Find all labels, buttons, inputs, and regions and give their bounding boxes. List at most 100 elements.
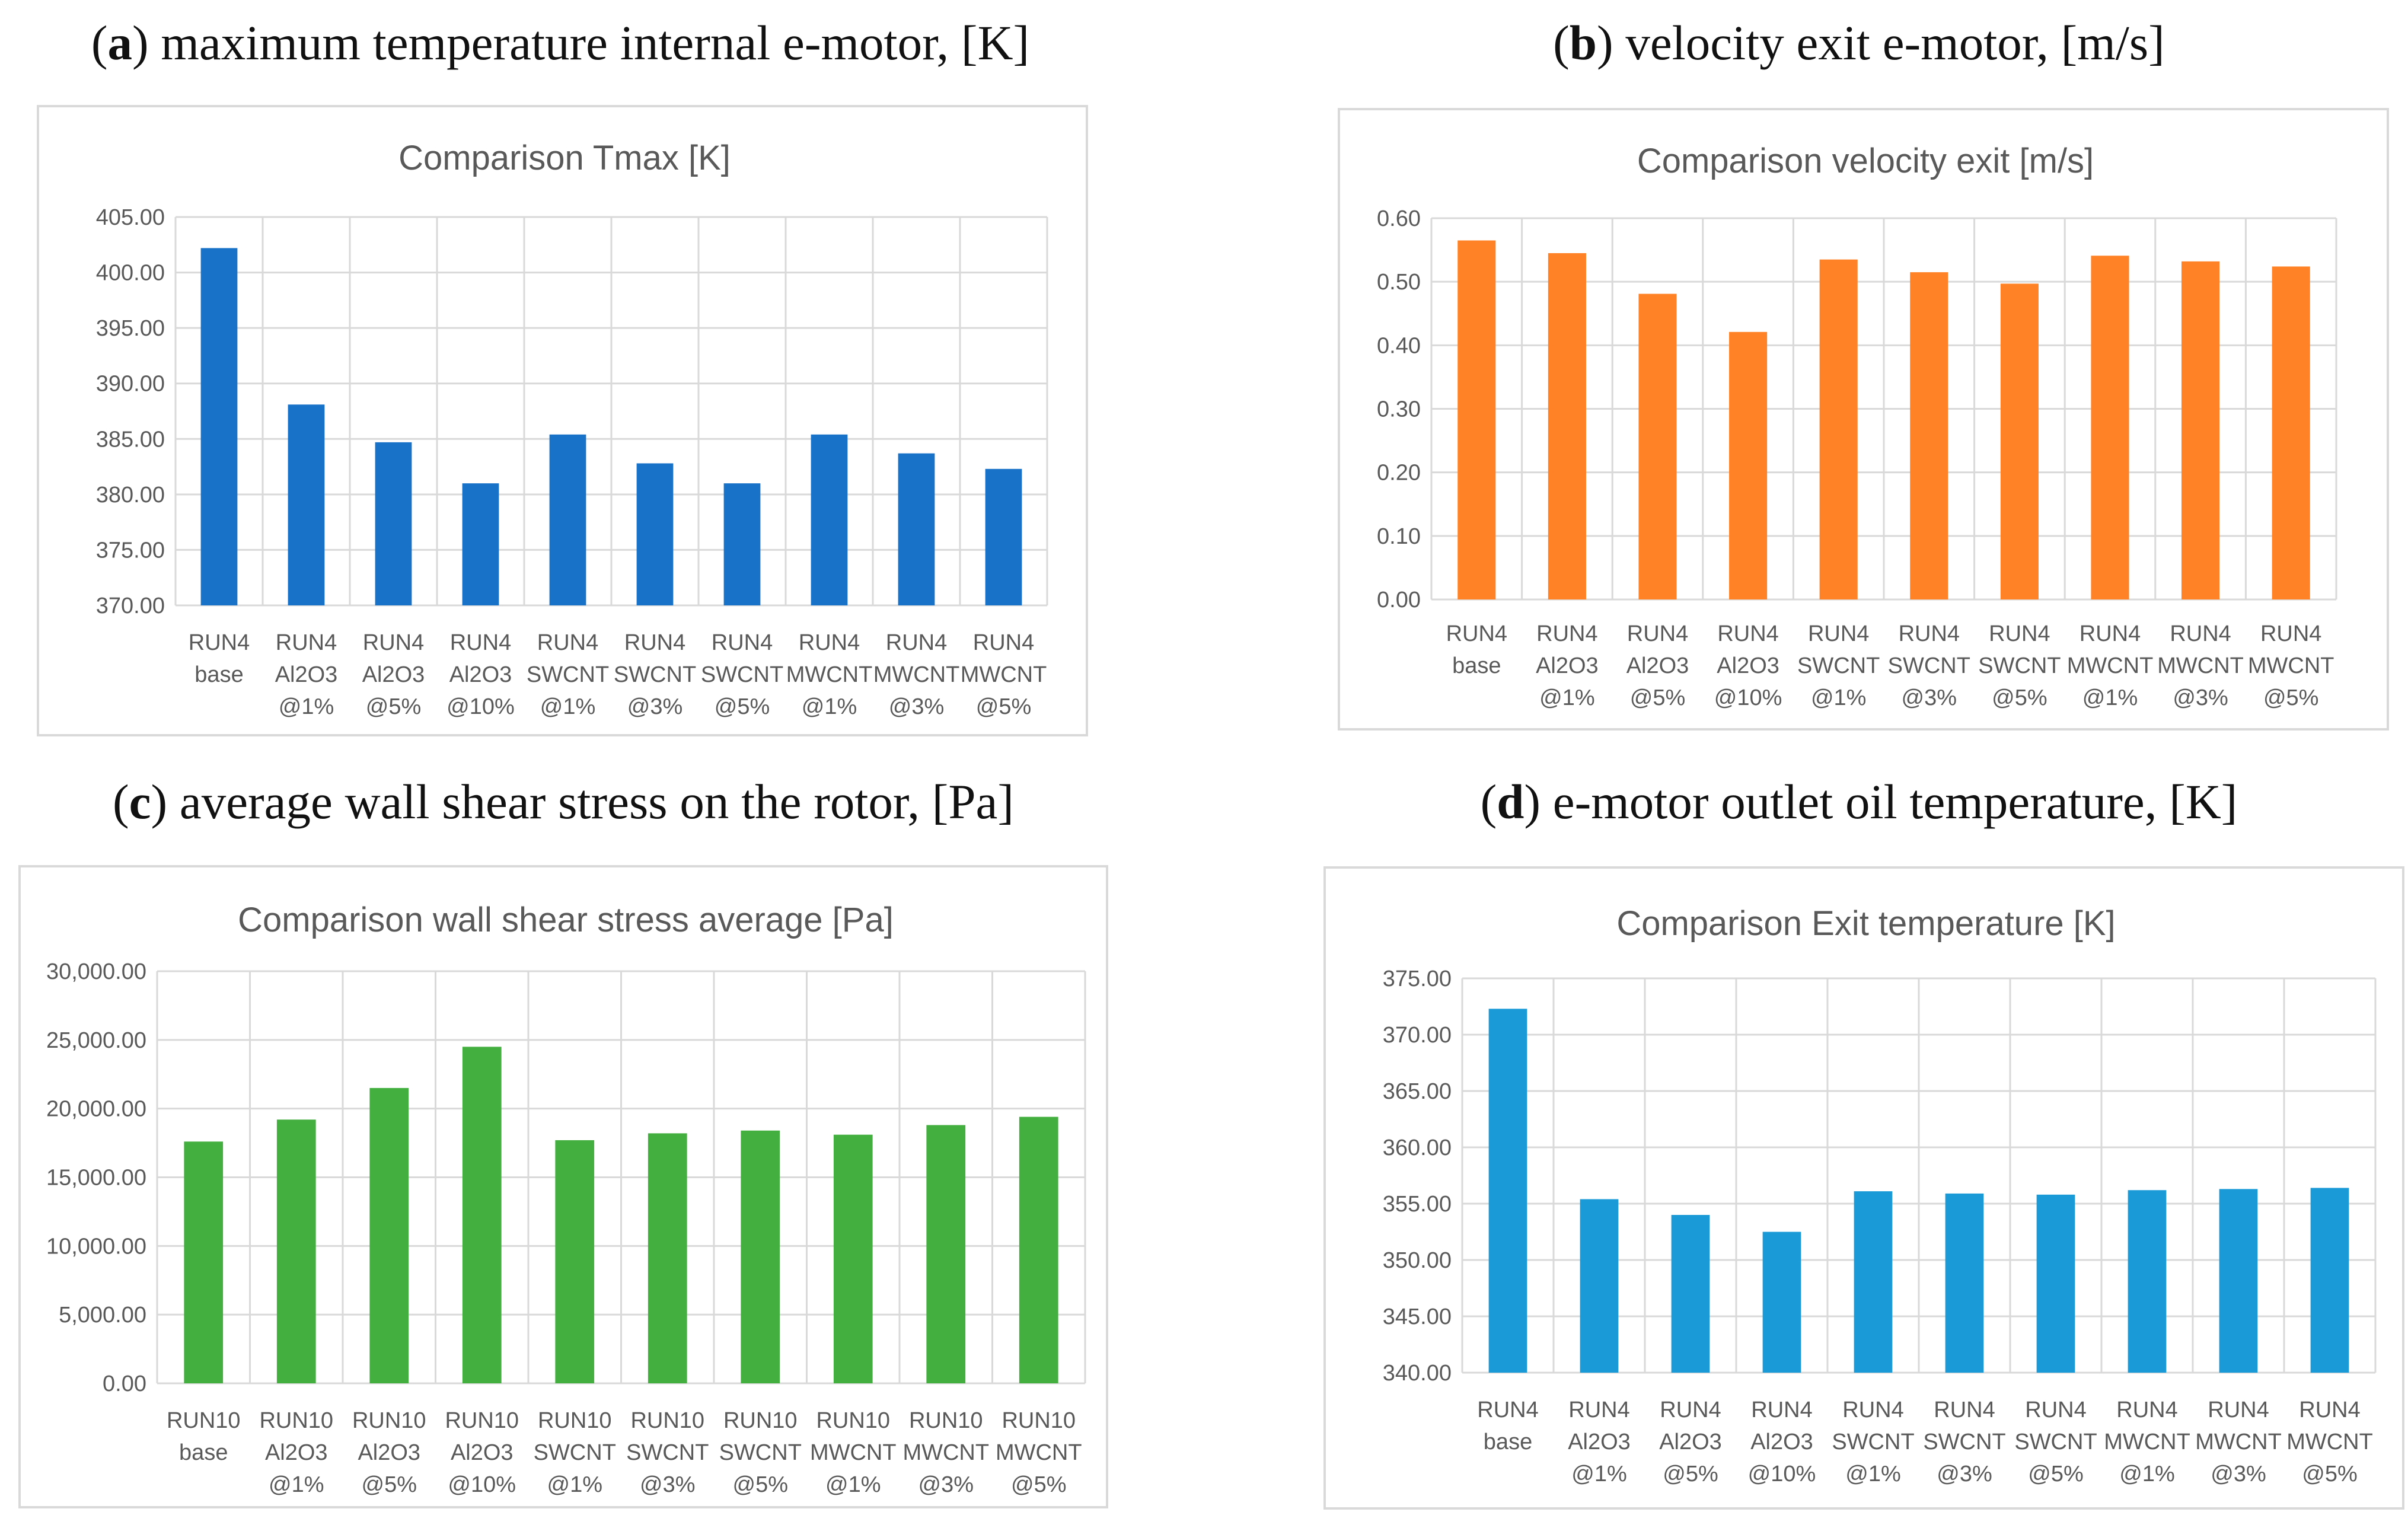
- bars-a: [200, 248, 1022, 605]
- x-tick-label-b-1-2: @1%: [1539, 685, 1595, 710]
- x-tick-label-c-5-0: RUN10: [630, 1408, 704, 1433]
- x-tick-label-b-9-2: @5%: [2263, 685, 2319, 710]
- x-tick-label-a-9-1: MWCNT: [961, 662, 1047, 687]
- bar-d-3: [1762, 1232, 1801, 1373]
- x-tick-label-b-5-1: SWCNT: [1888, 653, 1970, 678]
- bar-d-6: [2036, 1194, 2075, 1373]
- caption-letter-a: a: [107, 15, 132, 70]
- x-tick-label-c-3-1: Al2O3: [451, 1440, 514, 1465]
- chart-title-a: Comparison Tmax [K]: [398, 139, 731, 177]
- x-tick-label-d-0-0: RUN4: [1477, 1398, 1538, 1422]
- x-tick-label-c-8-2: @3%: [918, 1472, 974, 1497]
- x-tick-label-a-8-0: RUN4: [886, 630, 947, 655]
- x-tick-label-b-7-0: RUN4: [2080, 621, 2141, 646]
- x-tick-label-a-4-0: RUN4: [537, 630, 598, 655]
- x-tick-label-c-5-1: SWCNT: [626, 1440, 709, 1465]
- x-tick-label-d-1-2: @1%: [1571, 1462, 1627, 1486]
- y-tick-label-c-2: 10,000.00: [46, 1234, 146, 1259]
- x-tick-label-c-7-0: RUN10: [816, 1408, 890, 1433]
- bar-c-1: [276, 1119, 316, 1383]
- bar-c-3: [462, 1047, 502, 1383]
- bar-b-4: [1819, 259, 1858, 599]
- caption-panel-d: (d) e-motor outlet oil temperature, [K]: [1480, 774, 2238, 829]
- x-tick-label-b-5-0: RUN4: [1899, 621, 1960, 646]
- bar-c-5: [648, 1133, 687, 1383]
- bars-b: [1457, 240, 2310, 600]
- x-tick-label-c-0-1: base: [179, 1440, 228, 1465]
- x-tick-label-a-2-1: Al2O3: [362, 662, 425, 687]
- x-tick-label-b-5-2: @3%: [1902, 685, 1957, 710]
- x-tick-label-b-8-0: RUN4: [2170, 621, 2231, 646]
- x-tick-label-d-8-2: @3%: [2211, 1462, 2266, 1486]
- x-tick-label-c-2-2: @5%: [362, 1472, 417, 1497]
- x-tick-label-a-3-0: RUN4: [450, 630, 511, 655]
- x-tick-label-a-4-1: SWCNT: [527, 662, 609, 687]
- x-tick-label-b-2-1: Al2O3: [1626, 653, 1689, 678]
- x-axis-b: RUN4 base RUN4 Al2O3 @1% RUN4 Al2O3 @5% RUN4 Al2O…: [1446, 621, 2334, 710]
- y-tick-label-d-4: 360.00: [1383, 1135, 1452, 1160]
- bar-d-8: [2219, 1189, 2258, 1373]
- x-tick-label-d-7-1: MWCNT: [2104, 1430, 2190, 1454]
- x-tick-label-d-8-0: RUN4: [2208, 1398, 2269, 1422]
- caption-text-c: average wall shear stress on the rotor, …: [179, 774, 1015, 829]
- x-tick-label-b-8-1: MWCNT: [2157, 653, 2244, 678]
- x-tick-label-c-1-2: @1%: [269, 1472, 324, 1497]
- x-tick-label-a-0-0: RUN4: [189, 630, 250, 655]
- gridlines-a: [174, 216, 1048, 607]
- chart-svg-a: Comparison Tmax [K] 370.00 375.00 380.00 38…: [96, 139, 1048, 719]
- y-tick-label-d-1: 345.00: [1383, 1304, 1452, 1329]
- bar-c-8: [926, 1125, 966, 1383]
- y-tick-label-c-1: 5,000.00: [59, 1303, 146, 1328]
- caption-panel-b: (b) velocity exit e-motor, [m/s]: [1553, 15, 2165, 70]
- x-tick-label-d-7-2: @1%: [2119, 1462, 2175, 1486]
- caption-text-b: velocity exit e-motor, [m/s]: [1625, 15, 2165, 70]
- bar-c-6: [741, 1130, 780, 1383]
- y-axis-c: 0.00 5,000.00 10,000.00 15,000.00 20,000.00 2…: [46, 959, 146, 1396]
- x-tick-label-a-6-2: @5%: [715, 694, 770, 719]
- x-tick-label-d-9-1: MWCNT: [2286, 1430, 2373, 1454]
- x-tick-label-a-9-2: @5%: [976, 694, 1032, 719]
- x-tick-label-a-4-2: @1%: [540, 694, 596, 719]
- x-tick-label-c-4-2: @1%: [547, 1472, 603, 1497]
- bar-b-3: [1729, 331, 1768, 599]
- y-tick-label-d-2: 350.00: [1383, 1248, 1452, 1273]
- x-tick-label-c-9-0: RUN10: [1002, 1408, 1076, 1433]
- x-tick-label-b-4-2: @1%: [1811, 685, 1867, 710]
- y-tick-label-d-3: 355.00: [1383, 1192, 1452, 1217]
- x-tick-label-d-4-2: @1%: [1845, 1462, 1901, 1486]
- x-tick-label-b-6-0: RUN4: [1989, 621, 2050, 646]
- x-tick-label-d-1-0: RUN4: [1568, 1398, 1629, 1422]
- x-tick-label-a-1-1: Al2O3: [275, 662, 338, 687]
- x-axis-a: RUN4 base RUN4 Al2O3 @1% RUN4 Al2O3 @5% RUN4 Al2O…: [189, 630, 1047, 719]
- x-tick-label-a-5-0: RUN4: [624, 630, 685, 655]
- y-tick-label-a-1: 375.00: [96, 538, 165, 563]
- x-tick-label-b-1-1: Al2O3: [1536, 653, 1599, 678]
- x-tick-label-d-0-1: base: [1484, 1430, 1532, 1454]
- bar-b-0: [1457, 240, 1496, 600]
- x-tick-label-b-1-0: RUN4: [1536, 621, 1597, 646]
- x-tick-label-d-4-1: SWCNT: [1832, 1430, 1914, 1454]
- caption-text-d: e-motor outlet oil temperature, [K]: [1552, 774, 2238, 829]
- x-tick-label-d-6-2: @5%: [2028, 1462, 2084, 1486]
- x-tick-label-c-6-1: SWCNT: [719, 1440, 802, 1465]
- chart-panel-d: Comparison Exit temperature [K] 340.00 34…: [1323, 866, 2404, 1510]
- x-tick-label-b-6-2: @5%: [1992, 685, 2047, 710]
- x-tick-label-d-3-2: @10%: [1748, 1462, 1816, 1486]
- bar-b-7: [2091, 256, 2129, 599]
- bar-d-9: [2310, 1188, 2349, 1373]
- bar-a-1: [288, 404, 325, 605]
- x-tick-label-b-0-1: base: [1452, 653, 1501, 678]
- bar-a-5: [636, 463, 674, 605]
- x-tick-label-d-2-1: Al2O3: [1659, 1430, 1722, 1454]
- x-tick-label-d-8-1: MWCNT: [2195, 1430, 2282, 1454]
- x-tick-label-a-8-1: MWCNT: [873, 662, 960, 687]
- bar-a-3: [462, 483, 499, 605]
- x-tick-label-c-4-1: SWCNT: [534, 1440, 616, 1465]
- y-tick-label-b-4: 0.40: [1377, 333, 1421, 358]
- caption-letter-b: b: [1569, 15, 1597, 70]
- x-tick-label-c-1-1: Al2O3: [265, 1440, 328, 1465]
- bar-b-2: [1638, 294, 1677, 599]
- x-tick-label-a-0-1: base: [194, 662, 243, 687]
- x-tick-label-a-2-0: RUN4: [363, 630, 424, 655]
- x-tick-label-c-6-0: RUN10: [723, 1408, 798, 1433]
